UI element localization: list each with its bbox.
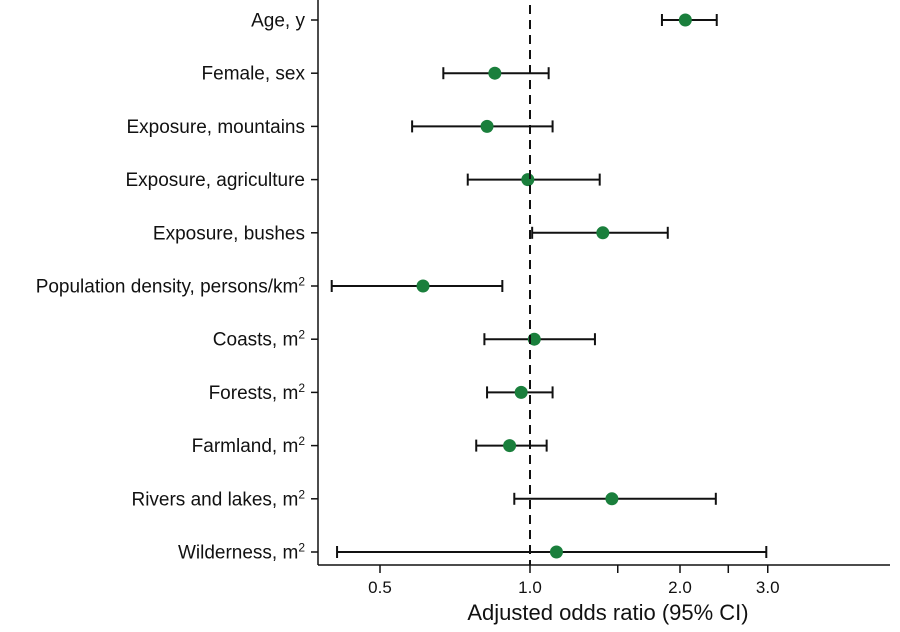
point-estimate bbox=[488, 66, 502, 80]
forest-row: Population density, persons/km2 bbox=[36, 275, 504, 298]
row-label-superscript: 2 bbox=[298, 487, 305, 501]
forest-row: Rivers and lakes, m2 bbox=[131, 487, 717, 510]
row-label-text: Farmland, m bbox=[192, 436, 299, 457]
point-estimate bbox=[416, 279, 430, 293]
row-label-superscript: 2 bbox=[298, 434, 305, 448]
forest-row: Age, y bbox=[251, 11, 718, 32]
point-estimate bbox=[480, 119, 494, 133]
row-label-text: Exposure, mountains bbox=[127, 117, 306, 138]
point-estimate bbox=[678, 13, 692, 27]
forest-row: Forests, m2 bbox=[209, 381, 554, 404]
row-label: Coasts, m2 bbox=[213, 328, 306, 351]
point-estimate bbox=[521, 173, 535, 187]
forest-row: Wilderness, m2 bbox=[178, 541, 768, 564]
forest-row: Exposure, mountains bbox=[127, 117, 554, 138]
point-estimate bbox=[596, 226, 610, 240]
row-label-text: Population density, persons/km bbox=[36, 277, 299, 298]
row-label-text: Rivers and lakes, m bbox=[131, 489, 298, 510]
point-estimate bbox=[514, 385, 528, 399]
x-tick-label: 0.5 bbox=[368, 578, 392, 597]
row-label-text: Wilderness, m bbox=[178, 543, 298, 564]
row-label: Forests, m2 bbox=[209, 381, 306, 404]
row-label-superscript: 2 bbox=[298, 381, 305, 395]
row-label: Farmland, m2 bbox=[192, 434, 306, 457]
point-estimate bbox=[605, 492, 619, 506]
x-tick-label: 3.0 bbox=[756, 578, 780, 597]
row-label: Age, y bbox=[251, 11, 305, 32]
point-estimate bbox=[527, 332, 541, 346]
row-label-text: Coasts, m bbox=[213, 330, 299, 351]
row-label-superscript: 2 bbox=[298, 328, 305, 342]
point-estimate bbox=[503, 439, 517, 453]
rows-layer: Age, y Female, sex Exposure, mountains Expo… bbox=[36, 11, 768, 564]
row-label: Population density, persons/km2 bbox=[36, 275, 306, 298]
forest-row: Female, sex bbox=[202, 64, 550, 85]
forest-row: Farmland, m2 bbox=[192, 434, 548, 457]
row-label-text: Exposure, agriculture bbox=[125, 170, 305, 191]
x-tick-label: 2.0 bbox=[668, 578, 692, 597]
row-label: Exposure, bushes bbox=[153, 223, 305, 244]
row-label-text: Exposure, bushes bbox=[153, 223, 305, 244]
row-label-superscript: 2 bbox=[298, 275, 305, 289]
row-label-text: Age, y bbox=[251, 11, 305, 32]
x-tick-label: 1.0 bbox=[518, 578, 542, 597]
row-label: Rivers and lakes, m2 bbox=[131, 487, 305, 510]
row-label: Wilderness, m2 bbox=[178, 541, 305, 564]
row-label: Exposure, mountains bbox=[127, 117, 306, 138]
forest-row: Exposure, bushes bbox=[153, 223, 669, 244]
row-label-text: Forests, m bbox=[209, 383, 299, 404]
row-label-text: Female, sex bbox=[202, 64, 306, 85]
forest-row: Exposure, agriculture bbox=[125, 170, 601, 191]
forest-row: Coasts, m2 bbox=[213, 328, 596, 351]
row-label: Female, sex bbox=[202, 64, 306, 85]
row-label-superscript: 2 bbox=[298, 541, 305, 555]
x-axis-title: Adjusted odds ratio (95% CI) bbox=[467, 600, 748, 625]
point-estimate bbox=[549, 545, 563, 559]
x-axis-ticks: 0.5 1.0 2.0 3.0 bbox=[368, 565, 780, 597]
row-label: Exposure, agriculture bbox=[125, 170, 305, 191]
